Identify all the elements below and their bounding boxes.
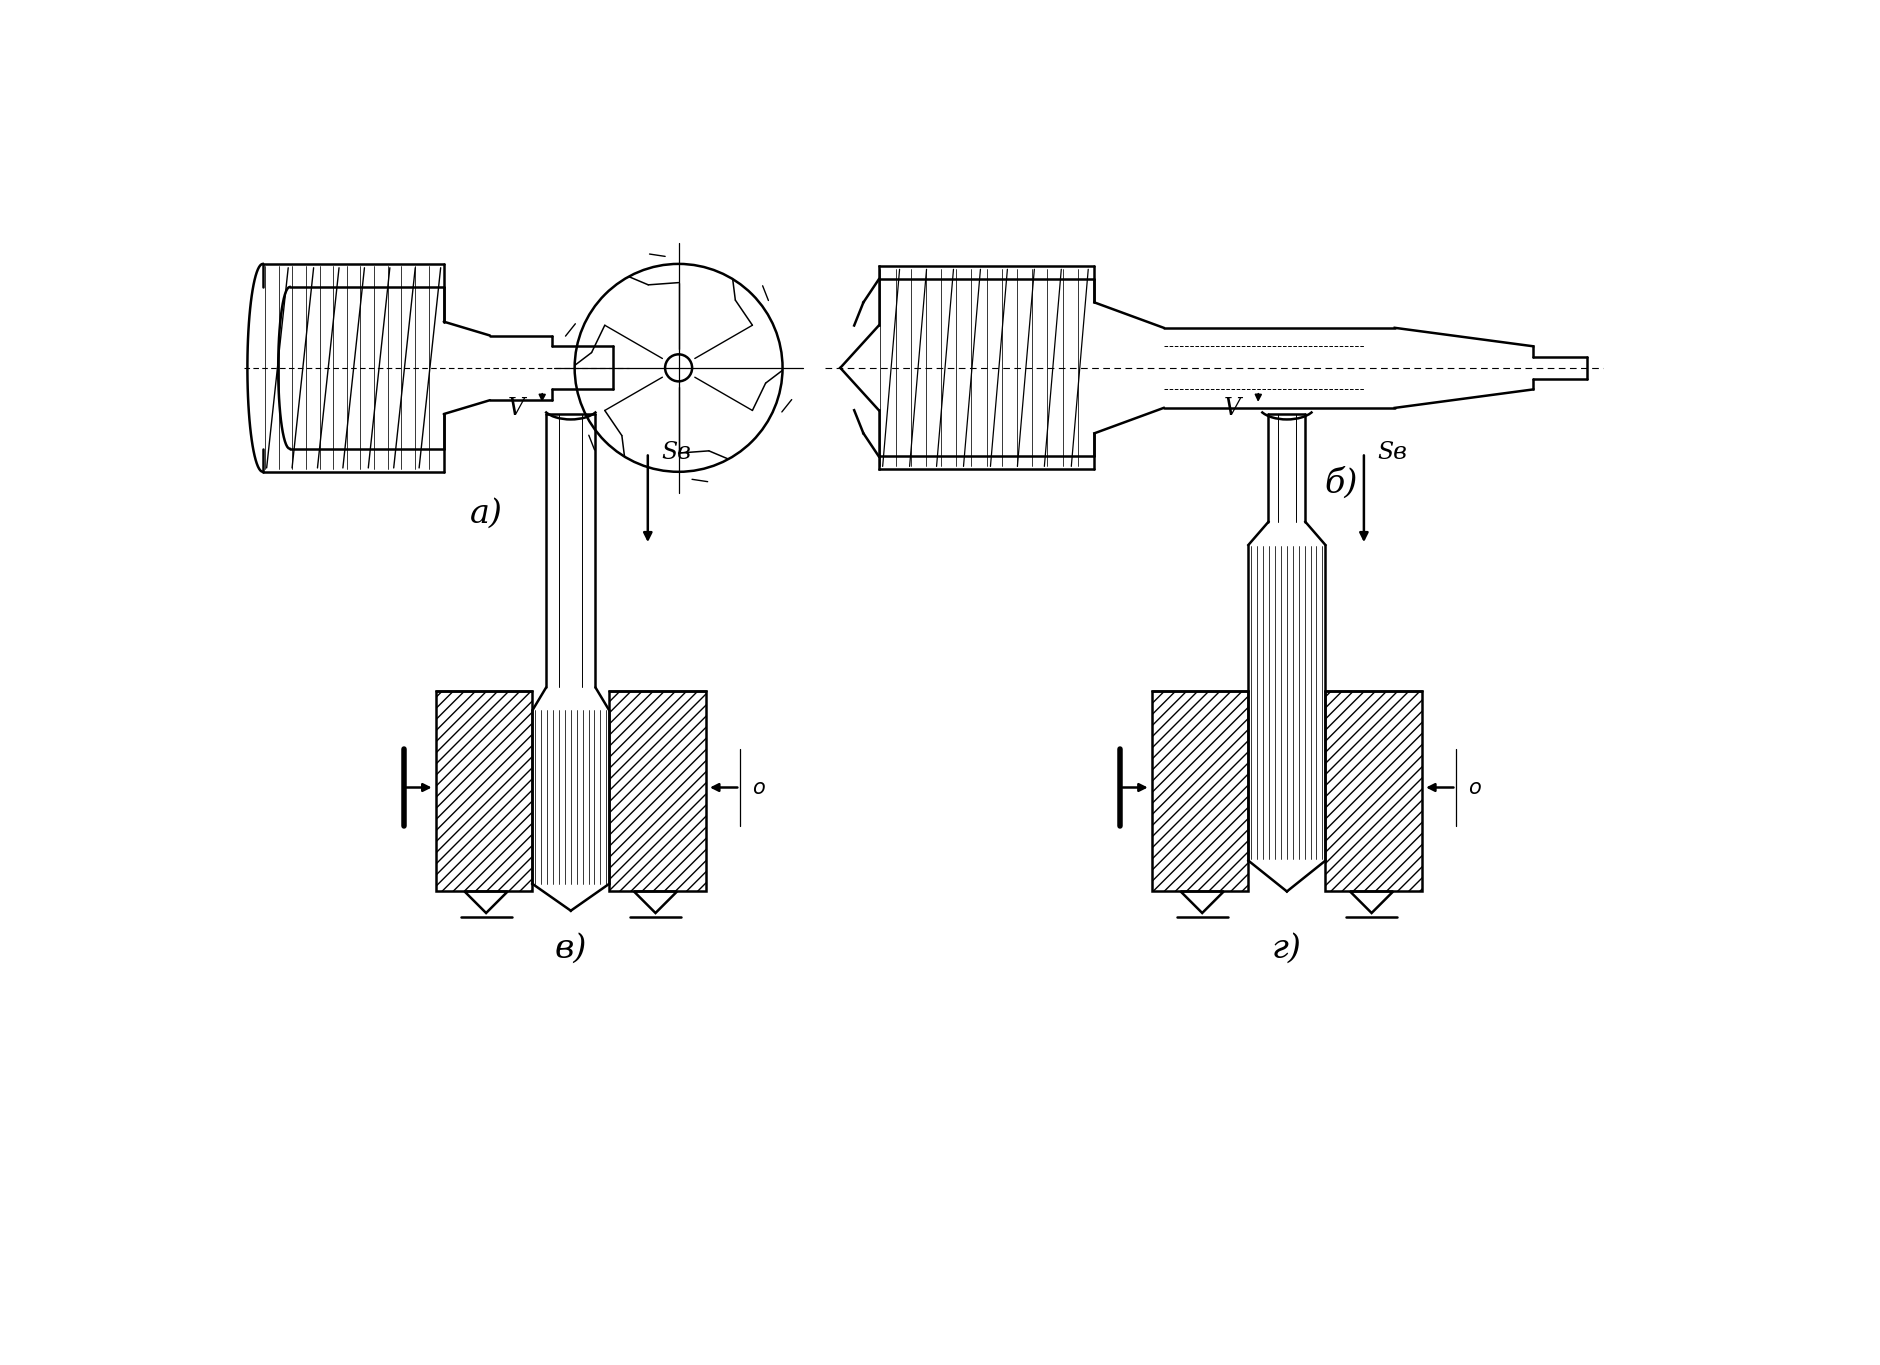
Text: Sв: Sв [1378, 441, 1408, 464]
Bar [1325, 691, 1421, 891]
Bar [1325, 691, 1421, 891]
Bar [436, 691, 532, 891]
Bar [1152, 691, 1248, 891]
Bar [609, 691, 705, 891]
Text: o: o [752, 778, 765, 797]
Bar [609, 691, 705, 891]
Text: в): в) [555, 934, 587, 965]
Text: а): а) [470, 498, 502, 530]
Text: o: o [1468, 778, 1481, 797]
Bar [1152, 691, 1248, 891]
Text: V: V [508, 397, 525, 420]
Text: Sв: Sв [662, 441, 692, 464]
Text: V: V [1224, 397, 1241, 420]
Text: г): г) [1273, 934, 1301, 965]
Bar [436, 691, 532, 891]
Text: б): б) [1324, 467, 1357, 500]
